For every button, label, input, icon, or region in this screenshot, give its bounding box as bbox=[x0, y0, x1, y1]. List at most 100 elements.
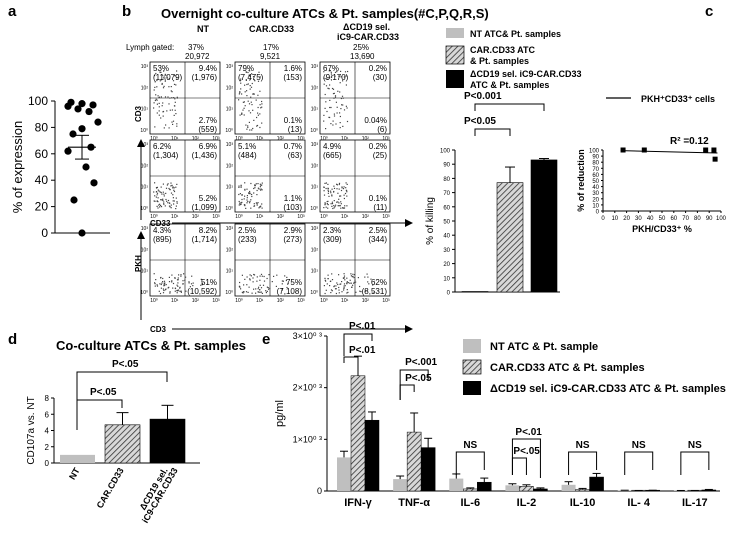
legend-e-swatch-car bbox=[462, 359, 482, 375]
flow-ur-pct: 2.9% bbox=[284, 226, 302, 235]
data-point bbox=[64, 102, 72, 110]
panel-e-legend: NT ATC & Pt. sample CAR.CD33 ATC & Pt. s… bbox=[462, 339, 726, 395]
flow-event bbox=[332, 120, 334, 122]
legend-e-label-nt: NT ATC & Pt. sample bbox=[490, 341, 598, 353]
flow-event bbox=[173, 200, 175, 202]
flow-event bbox=[172, 186, 174, 188]
flow-event bbox=[266, 277, 268, 280]
flow-event bbox=[244, 84, 246, 86]
flow-event bbox=[171, 280, 173, 282]
flow-event bbox=[178, 274, 180, 276]
flow-event bbox=[170, 182, 172, 184]
flow-event bbox=[173, 189, 175, 191]
flow-event bbox=[325, 78, 327, 80]
flow-ul-pct: 4.3% bbox=[153, 226, 171, 235]
flow-event bbox=[240, 288, 242, 290]
flow-event bbox=[340, 70, 342, 72]
flow-event bbox=[175, 113, 177, 115]
flow-event bbox=[346, 107, 348, 109]
gate-count-dcd19: 13,690 bbox=[350, 52, 375, 61]
flow-event bbox=[345, 187, 347, 189]
flow-event bbox=[171, 274, 173, 276]
sig-bracket bbox=[399, 384, 415, 400]
flow-event bbox=[334, 288, 337, 290]
flow-event bbox=[338, 292, 340, 294]
x-tick-label: CAR.CD33 bbox=[95, 466, 126, 510]
flow-event bbox=[337, 205, 339, 207]
flow-event bbox=[171, 281, 173, 283]
flow-event bbox=[176, 70, 178, 72]
flow-event bbox=[346, 283, 348, 285]
flow-event bbox=[350, 275, 352, 277]
flow-event bbox=[331, 203, 334, 205]
flow-ul-pct: 2.5% bbox=[238, 226, 256, 235]
flow-event bbox=[188, 282, 190, 284]
flow-ur-count: (1,714) bbox=[192, 235, 218, 244]
flow-event bbox=[170, 204, 172, 206]
flow-event bbox=[265, 290, 267, 292]
flow-event bbox=[177, 279, 179, 281]
flow-event bbox=[240, 202, 242, 204]
flow-event bbox=[244, 189, 246, 191]
flow-ul-count: (233) bbox=[238, 235, 257, 244]
flow-event bbox=[368, 283, 370, 285]
sig-label: P<.01 bbox=[349, 321, 376, 332]
flow-event bbox=[188, 281, 190, 283]
col-header-car: CAR.CD33 bbox=[249, 24, 294, 34]
flow-ul-pct: 79% bbox=[238, 64, 254, 73]
flow-lr-count: (559) bbox=[198, 125, 217, 134]
flow-event bbox=[256, 204, 258, 206]
x-tick-label: 30 bbox=[635, 216, 642, 222]
flow-event bbox=[256, 189, 258, 192]
flow-event bbox=[240, 78, 242, 80]
flow-event bbox=[359, 290, 361, 292]
x-tick-label: 90 bbox=[706, 216, 713, 222]
flow-x-tick: 10¹ bbox=[171, 136, 179, 142]
flow-event bbox=[344, 279, 346, 281]
flow-event bbox=[250, 182, 252, 185]
flow-y-tick: 10² bbox=[226, 247, 234, 253]
flow-event bbox=[336, 106, 338, 108]
flow-event bbox=[342, 125, 344, 127]
y-tick-label: 80 bbox=[443, 177, 450, 183]
flow-ul-count: (11,079) bbox=[153, 73, 183, 82]
y-tick-label: 4 bbox=[45, 427, 50, 436]
flow-event bbox=[174, 98, 176, 100]
flow-event bbox=[164, 289, 167, 291]
flow-event bbox=[184, 279, 186, 281]
flow-event bbox=[160, 283, 162, 286]
flow-event bbox=[162, 292, 165, 294]
flow-event bbox=[268, 288, 270, 290]
flow-event bbox=[170, 192, 173, 194]
bar bbox=[149, 418, 186, 464]
flow-event bbox=[326, 283, 328, 285]
flow-event bbox=[253, 288, 255, 290]
flow-event bbox=[286, 276, 288, 278]
flow-event bbox=[339, 112, 341, 114]
flow-event bbox=[331, 205, 333, 207]
flow-event bbox=[253, 93, 255, 95]
flow-event bbox=[324, 202, 326, 204]
sig-bracket bbox=[680, 451, 710, 475]
data-point bbox=[74, 105, 82, 113]
y-tick-label: 0 bbox=[317, 486, 322, 496]
flow-event bbox=[161, 199, 163, 201]
flow-event bbox=[162, 199, 164, 202]
flow-event bbox=[244, 205, 246, 207]
flow-x-tick: 10² bbox=[192, 214, 200, 220]
y-tick-label: 80 bbox=[592, 161, 599, 167]
flow-event bbox=[183, 273, 185, 275]
flow-event bbox=[281, 280, 283, 282]
data-point bbox=[620, 147, 626, 153]
flow-event bbox=[333, 187, 336, 189]
flow-event bbox=[342, 207, 344, 209]
x-tick-label: IL- 4 bbox=[627, 497, 650, 509]
flow-event bbox=[336, 71, 338, 73]
flow-event bbox=[339, 195, 341, 197]
flow-event bbox=[259, 206, 261, 208]
flow-event bbox=[324, 93, 326, 96]
flow-event bbox=[240, 79, 242, 81]
flow-event bbox=[164, 73, 166, 75]
flow-event bbox=[248, 74, 250, 76]
